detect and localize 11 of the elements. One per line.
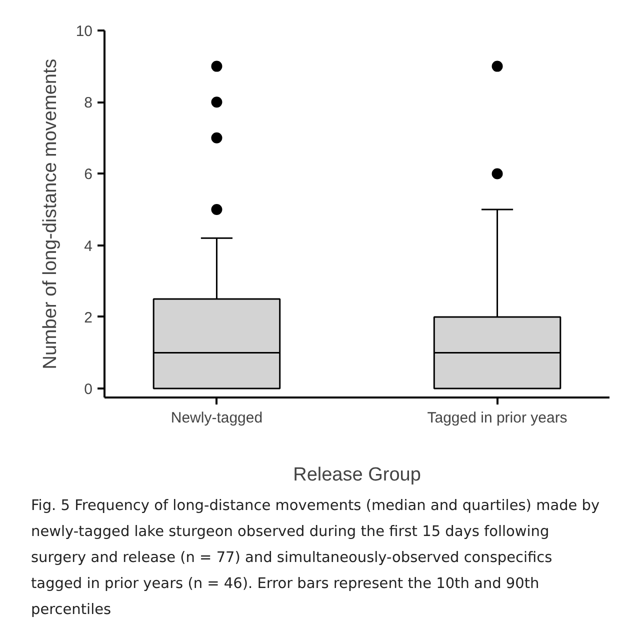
x-tick-label: Tagged in prior years [427, 410, 568, 426]
y-tick-label: 4 [84, 238, 92, 255]
x-axis-title: Release Group [293, 464, 421, 486]
x-tick-label: Newly-tagged [170, 410, 263, 426]
caption: Fig. 5 Frequency of long-distance movements (median and quartiles) made by newly-tagged lake sturgeon observed during the first 15 days following surgery and release (n = 77) and simultaneously-observed conspecifics tagged in prior years (n = 46). Error bars represent the 10th and 90th percentiles [31, 497, 601, 620]
y-tick-label: 2 [84, 309, 92, 326]
y-tick-label: 8 [84, 94, 92, 112]
y-axis-title: Number of long-distance movements [40, 58, 61, 370]
y-tick-label: 10 [76, 23, 93, 40]
y-tick-label: 0 [84, 381, 92, 398]
y-tick-label: 6 [84, 166, 92, 184]
